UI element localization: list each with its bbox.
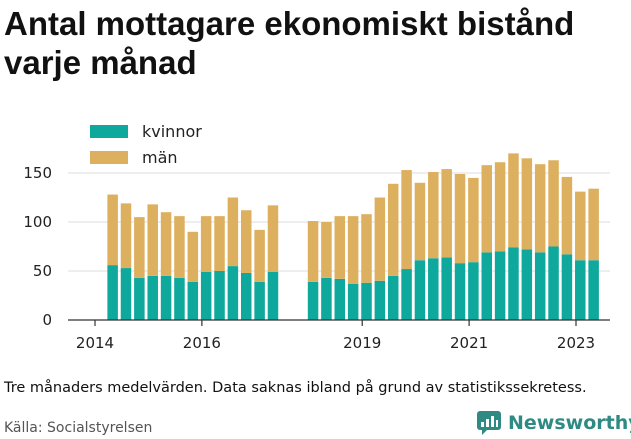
x-tick-label: 2023 [557, 334, 595, 352]
bar-kvinnor [441, 257, 452, 320]
bar-kvinnor [534, 252, 546, 320]
bar-man [534, 164, 546, 253]
bar-man [160, 212, 172, 276]
bar-kvinnor [361, 282, 372, 320]
x-tick-label: 2021 [450, 334, 488, 352]
y-tick-label: 0 [42, 311, 52, 329]
bar-man [187, 231, 199, 282]
bar-kvinnor [214, 271, 225, 320]
bar-kvinnor [321, 277, 332, 320]
bar-kvinnor [347, 283, 359, 320]
bar-kvinnor [548, 246, 559, 320]
bar-man [200, 216, 212, 272]
bar-kvinnor [428, 258, 439, 320]
bar-man [561, 176, 573, 255]
bar-kvinnor [307, 281, 319, 320]
bar-man [494, 162, 506, 252]
bar-kvinnor [454, 263, 466, 320]
bar-kvinnor [374, 280, 386, 320]
bar-man [347, 216, 359, 284]
bar-chart: 0 50 100 150 2014 2016 2019 2021 2023 kvinnor mä… [23, 122, 610, 352]
y-tick-label: 100 [23, 213, 52, 231]
bar-man [414, 182, 426, 261]
bar-man [334, 216, 346, 279]
bar-man [174, 216, 185, 278]
bar-kvinnor [240, 272, 252, 320]
bar-man [267, 205, 279, 272]
bar-man [387, 183, 399, 276]
newsworthy-logo[interactable]: Newsworthy [476, 408, 631, 438]
bar-kvinnor [387, 275, 399, 320]
y-tick-label: 150 [23, 164, 52, 182]
bar-man [401, 170, 412, 270]
bar-kvinnor [575, 260, 586, 320]
y-tick-label: 50 [33, 262, 52, 280]
bar-man [441, 169, 452, 258]
bar-kvinnor [588, 260, 599, 320]
legend-swatch [90, 125, 128, 138]
bars-layer [107, 153, 599, 320]
x-tick-label: 2014 [76, 334, 114, 352]
bar-kvinnor [174, 277, 185, 320]
bar-man [481, 165, 492, 253]
bar-man [254, 229, 265, 282]
x-tick-label: 2016 [183, 334, 221, 352]
bar-man [240, 210, 252, 273]
bar-man [147, 204, 158, 276]
bar-kvinnor [561, 254, 573, 320]
bar-man [374, 197, 386, 281]
bar-man [120, 203, 132, 269]
bar-man [107, 194, 118, 266]
chart-title: Antal mottagare ekonomiskt bistånd varje… [4, 5, 575, 81]
bar-kvinnor [160, 275, 172, 320]
bar-kvinnor [468, 262, 479, 320]
legend-swatch [90, 151, 128, 164]
bar-man [548, 160, 559, 247]
bar-kvinnor [267, 271, 279, 320]
bar-man [428, 172, 439, 259]
x-tick-label: 2019 [343, 334, 381, 352]
bar-kvinnor [200, 271, 212, 320]
bar-man [214, 216, 225, 271]
bar-kvinnor [481, 252, 492, 320]
bar-kvinnor [401, 269, 412, 320]
x-axis: 2014 2016 2019 2021 2023 [68, 319, 610, 352]
bar-kvinnor [147, 275, 158, 320]
bar-kvinnor [120, 268, 132, 320]
bar-kvinnor [521, 249, 533, 320]
bar-man [321, 222, 332, 278]
bar-kvinnor [508, 247, 519, 320]
legend: kvinnor män [90, 122, 202, 167]
bar-man [508, 153, 519, 248]
source-text: Källa: Socialstyrelsen [4, 420, 153, 436]
bar-man [468, 177, 479, 263]
bar-man [307, 221, 319, 282]
bar-man [521, 158, 533, 250]
y-axis-ticks: 0 50 100 150 [23, 164, 52, 329]
bar-kvinnor [494, 251, 506, 320]
bar-kvinnor [187, 281, 199, 320]
bar-man [588, 188, 599, 261]
brand-name: Newsworthy [508, 412, 631, 434]
bar-kvinnor [414, 260, 426, 320]
legend-label: kvinnor [142, 122, 202, 141]
bar-kvinnor [254, 281, 265, 320]
bar-kvinnor [334, 278, 346, 320]
bar-man [134, 217, 145, 278]
bar-kvinnor [134, 277, 145, 320]
bar-kvinnor [107, 265, 118, 320]
legend-label: män [142, 148, 178, 167]
bar-man [227, 197, 239, 267]
chart-note: Tre månaders medelvärden. Data saknas ib… [4, 380, 587, 396]
bar-man [454, 173, 466, 264]
newsworthy-chat-icon [477, 411, 501, 435]
bar-man [361, 214, 372, 283]
bar-man [575, 191, 586, 261]
bar-kvinnor [227, 266, 239, 320]
